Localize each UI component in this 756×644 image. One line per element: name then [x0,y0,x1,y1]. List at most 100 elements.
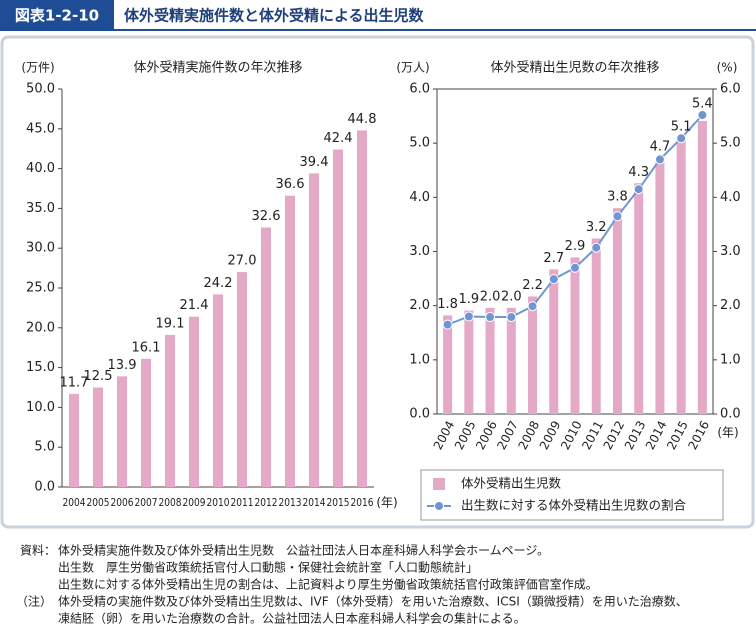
x-axis-unit: (年) [717,426,738,440]
x-tick-label: 2011 [231,497,254,509]
value-label: 2.0 [480,289,501,304]
line-point [548,274,559,285]
note-line: 出生数に対する体外受精出生児の割合は、上記資料より厚生労働省政策統括官付政策評価… [58,577,598,592]
value-label: 12.5 [84,369,113,384]
y-axis-unit: (万件) [21,61,54,75]
legend-label: 体外受精出生児数 [461,476,562,491]
value-label: 27.0 [228,254,257,269]
line-point [506,312,517,323]
bar [655,157,665,414]
line-point [676,133,687,144]
bar [285,195,295,487]
note-label: （注） [16,594,52,609]
header-title: 体外受精実施件数と体外受精による出生児数 [124,7,425,25]
y2-tick-label: 4.0 [720,190,741,205]
x-tick-label: 2009 [183,497,206,509]
x-tick-label: 2007 [135,497,158,509]
line-point [633,184,644,195]
y-tick-label: 35.0 [26,201,55,216]
value-label: 21.4 [180,298,209,313]
value-label: 44.8 [348,112,377,127]
chart-title: 体外受精実施件数の年次推移 [133,60,302,76]
x-tick-label: 2004 [63,497,86,509]
value-label: 4.3 [628,165,649,180]
bar [634,183,644,414]
note-line: 体外受精の実施件数及び体外受精出生児数は、IVF（体外受精）を用いた治療数、IC… [58,594,688,609]
bar [549,269,559,414]
bar [591,238,601,414]
x-tick-label: 2016 [351,497,374,509]
y-tick-label: 0.0 [34,480,55,495]
bar [676,137,686,414]
y2-tick-label: 3.0 [720,244,741,259]
bar [141,358,151,487]
bar [443,315,453,414]
value-label: 5.1 [671,119,692,134]
line-point [463,311,474,322]
bar [528,296,538,414]
y2-tick-label: 6.0 [720,82,741,97]
y-tick-label: 40.0 [26,161,55,176]
bar [485,307,495,414]
line-point [654,154,665,165]
note-label: 資料： [20,544,56,558]
x-tick-label: 2013 [279,497,302,509]
y-tick-label: 6.0 [409,82,430,97]
bar [309,173,319,487]
bar [506,307,516,414]
value-label: 2.0 [501,289,522,304]
bar [464,310,474,414]
bar [237,272,247,487]
y-tick-label: 2.0 [409,298,430,313]
value-label: 1.8 [437,297,458,312]
line-point [442,319,453,330]
y-tick-label: 30.0 [26,241,55,256]
value-label: 13.9 [108,358,137,373]
value-label: 2.2 [522,278,543,293]
y-tick-label: 10.0 [26,400,55,415]
bar [189,316,199,487]
line-point [527,301,538,312]
value-label: 39.4 [300,155,329,170]
x-tick-label: 2005 [87,497,110,509]
legend-swatch [433,478,445,490]
y-tick-label: 1.0 [409,352,430,367]
x-axis-unit: (年) [376,496,397,510]
bar [570,257,580,414]
line-point [570,262,580,273]
header-label: 図表1-2-10 [15,7,99,25]
y-tick-label: 4.0 [409,190,430,205]
y2-tick-label: 1.0 [720,352,741,367]
value-label: 36.6 [276,177,305,192]
x-tick-label: 2015 [327,497,350,509]
bar [697,120,707,414]
value-label: 3.8 [607,190,628,205]
bar [69,393,79,487]
value-label: 16.1 [132,340,161,355]
bar [333,149,343,487]
legend-label: 出生数に対する体外受精出生児数の割合 [461,498,687,513]
y-tick-label: 20.0 [26,320,55,335]
x-tick-label: 2010 [207,497,230,509]
x-tick-label: 2006 [111,497,134,509]
legend-marker [434,501,444,511]
value-label: 2.7 [543,251,564,266]
bar [357,130,367,487]
y2-tick-label: 2.0 [720,298,741,313]
y-tick-label: 0.0 [409,407,430,422]
bar [261,227,271,487]
note-line: 体外受精実施件数及び体外受精出生児数 公益社団法人日本産科婦人科学会ホームページ… [58,543,549,558]
line-point [485,312,496,323]
y-axis-unit: (万人) [396,61,429,75]
x-tick-label: 2008 [159,497,182,509]
legend-box [420,469,724,521]
y-tick-label: 15.0 [26,360,55,375]
line-point [612,211,623,222]
y-tick-label: 45.0 [26,121,55,136]
value-label: 11.7 [60,375,89,390]
line-point [591,242,602,253]
y-tick-label: 3.0 [409,244,430,259]
y-tick-label: 5.0 [34,440,55,455]
value-label: 1.9 [459,292,480,307]
